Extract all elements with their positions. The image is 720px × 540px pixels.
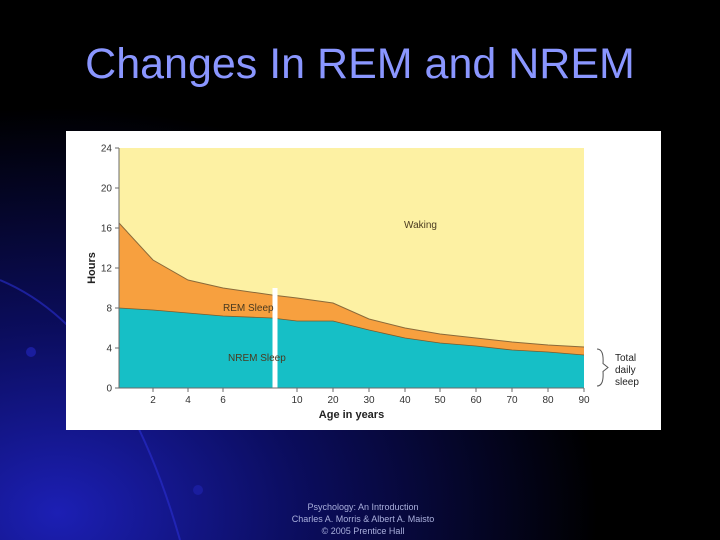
x-tick-label: 4 bbox=[185, 395, 191, 406]
x-tick-label: 20 bbox=[327, 395, 339, 406]
y-tick-label: 24 bbox=[101, 144, 113, 155]
x-tick-label: 40 bbox=[399, 395, 411, 406]
footer-line-authors: Charles A. Morris & Albert A. Maisto bbox=[291, 514, 435, 524]
total-daily-sleep-word: sleep bbox=[615, 377, 639, 388]
rem-top-line bbox=[118, 222, 585, 348]
chart-panel: 24 20 16 12 8 4 0 2 4 6 10 20 30 40 50 60 70 80 90 Hours Age… bbox=[66, 131, 661, 430]
x-axis-title: Age in years bbox=[319, 409, 384, 421]
nrem-area bbox=[119, 308, 584, 388]
y-tick-label: 16 bbox=[101, 224, 113, 235]
total-daily-sleep-word: Total bbox=[615, 353, 636, 364]
x-tick-label: 60 bbox=[470, 395, 482, 406]
x-tick-label: 30 bbox=[363, 395, 375, 406]
y-tick-label: 4 bbox=[106, 344, 112, 355]
y-tick-label: 8 bbox=[106, 304, 112, 315]
total-daily-sleep-label: Total daily sleep bbox=[615, 353, 639, 388]
nrem-top-line bbox=[118, 307, 585, 356]
x-tick-label: 90 bbox=[578, 395, 590, 406]
y-tick-label: 12 bbox=[101, 264, 113, 275]
x-tick-label: 2 bbox=[150, 395, 156, 406]
footer-line-publisher: © 2005 Prentice Hall bbox=[321, 526, 405, 536]
total-sleep-bracket bbox=[596, 348, 609, 387]
x-tick-label: 6 bbox=[220, 395, 226, 406]
footer-line-book: Psychology: An Introduction bbox=[307, 502, 419, 512]
footer: Psychology: An Introduction Charles A. M… bbox=[200, 501, 526, 537]
y-axis-title: Hours bbox=[86, 252, 98, 284]
x-tick-label: 80 bbox=[542, 395, 554, 406]
rem-sleep-label: REM Sleep bbox=[223, 303, 274, 314]
x-tick-label: 10 bbox=[291, 395, 303, 406]
waking-label: Waking bbox=[404, 220, 437, 231]
x-tick-label: 50 bbox=[434, 395, 446, 406]
nrem-sleep-label: NREM Sleep bbox=[228, 353, 286, 364]
slide-title: Changes In REM and NREM bbox=[85, 40, 635, 88]
rem-area bbox=[119, 223, 584, 355]
x-tick-label: 70 bbox=[506, 395, 518, 406]
y-tick-label: 20 bbox=[101, 184, 113, 195]
y-tick-label: 0 bbox=[106, 384, 112, 395]
total-daily-sleep-word: daily bbox=[615, 365, 636, 376]
